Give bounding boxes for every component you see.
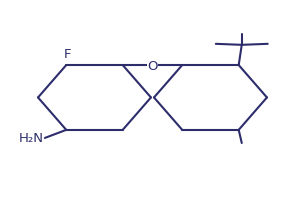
Text: H₂N: H₂N xyxy=(18,132,43,145)
Text: F: F xyxy=(64,48,71,61)
Text: O: O xyxy=(147,59,158,72)
